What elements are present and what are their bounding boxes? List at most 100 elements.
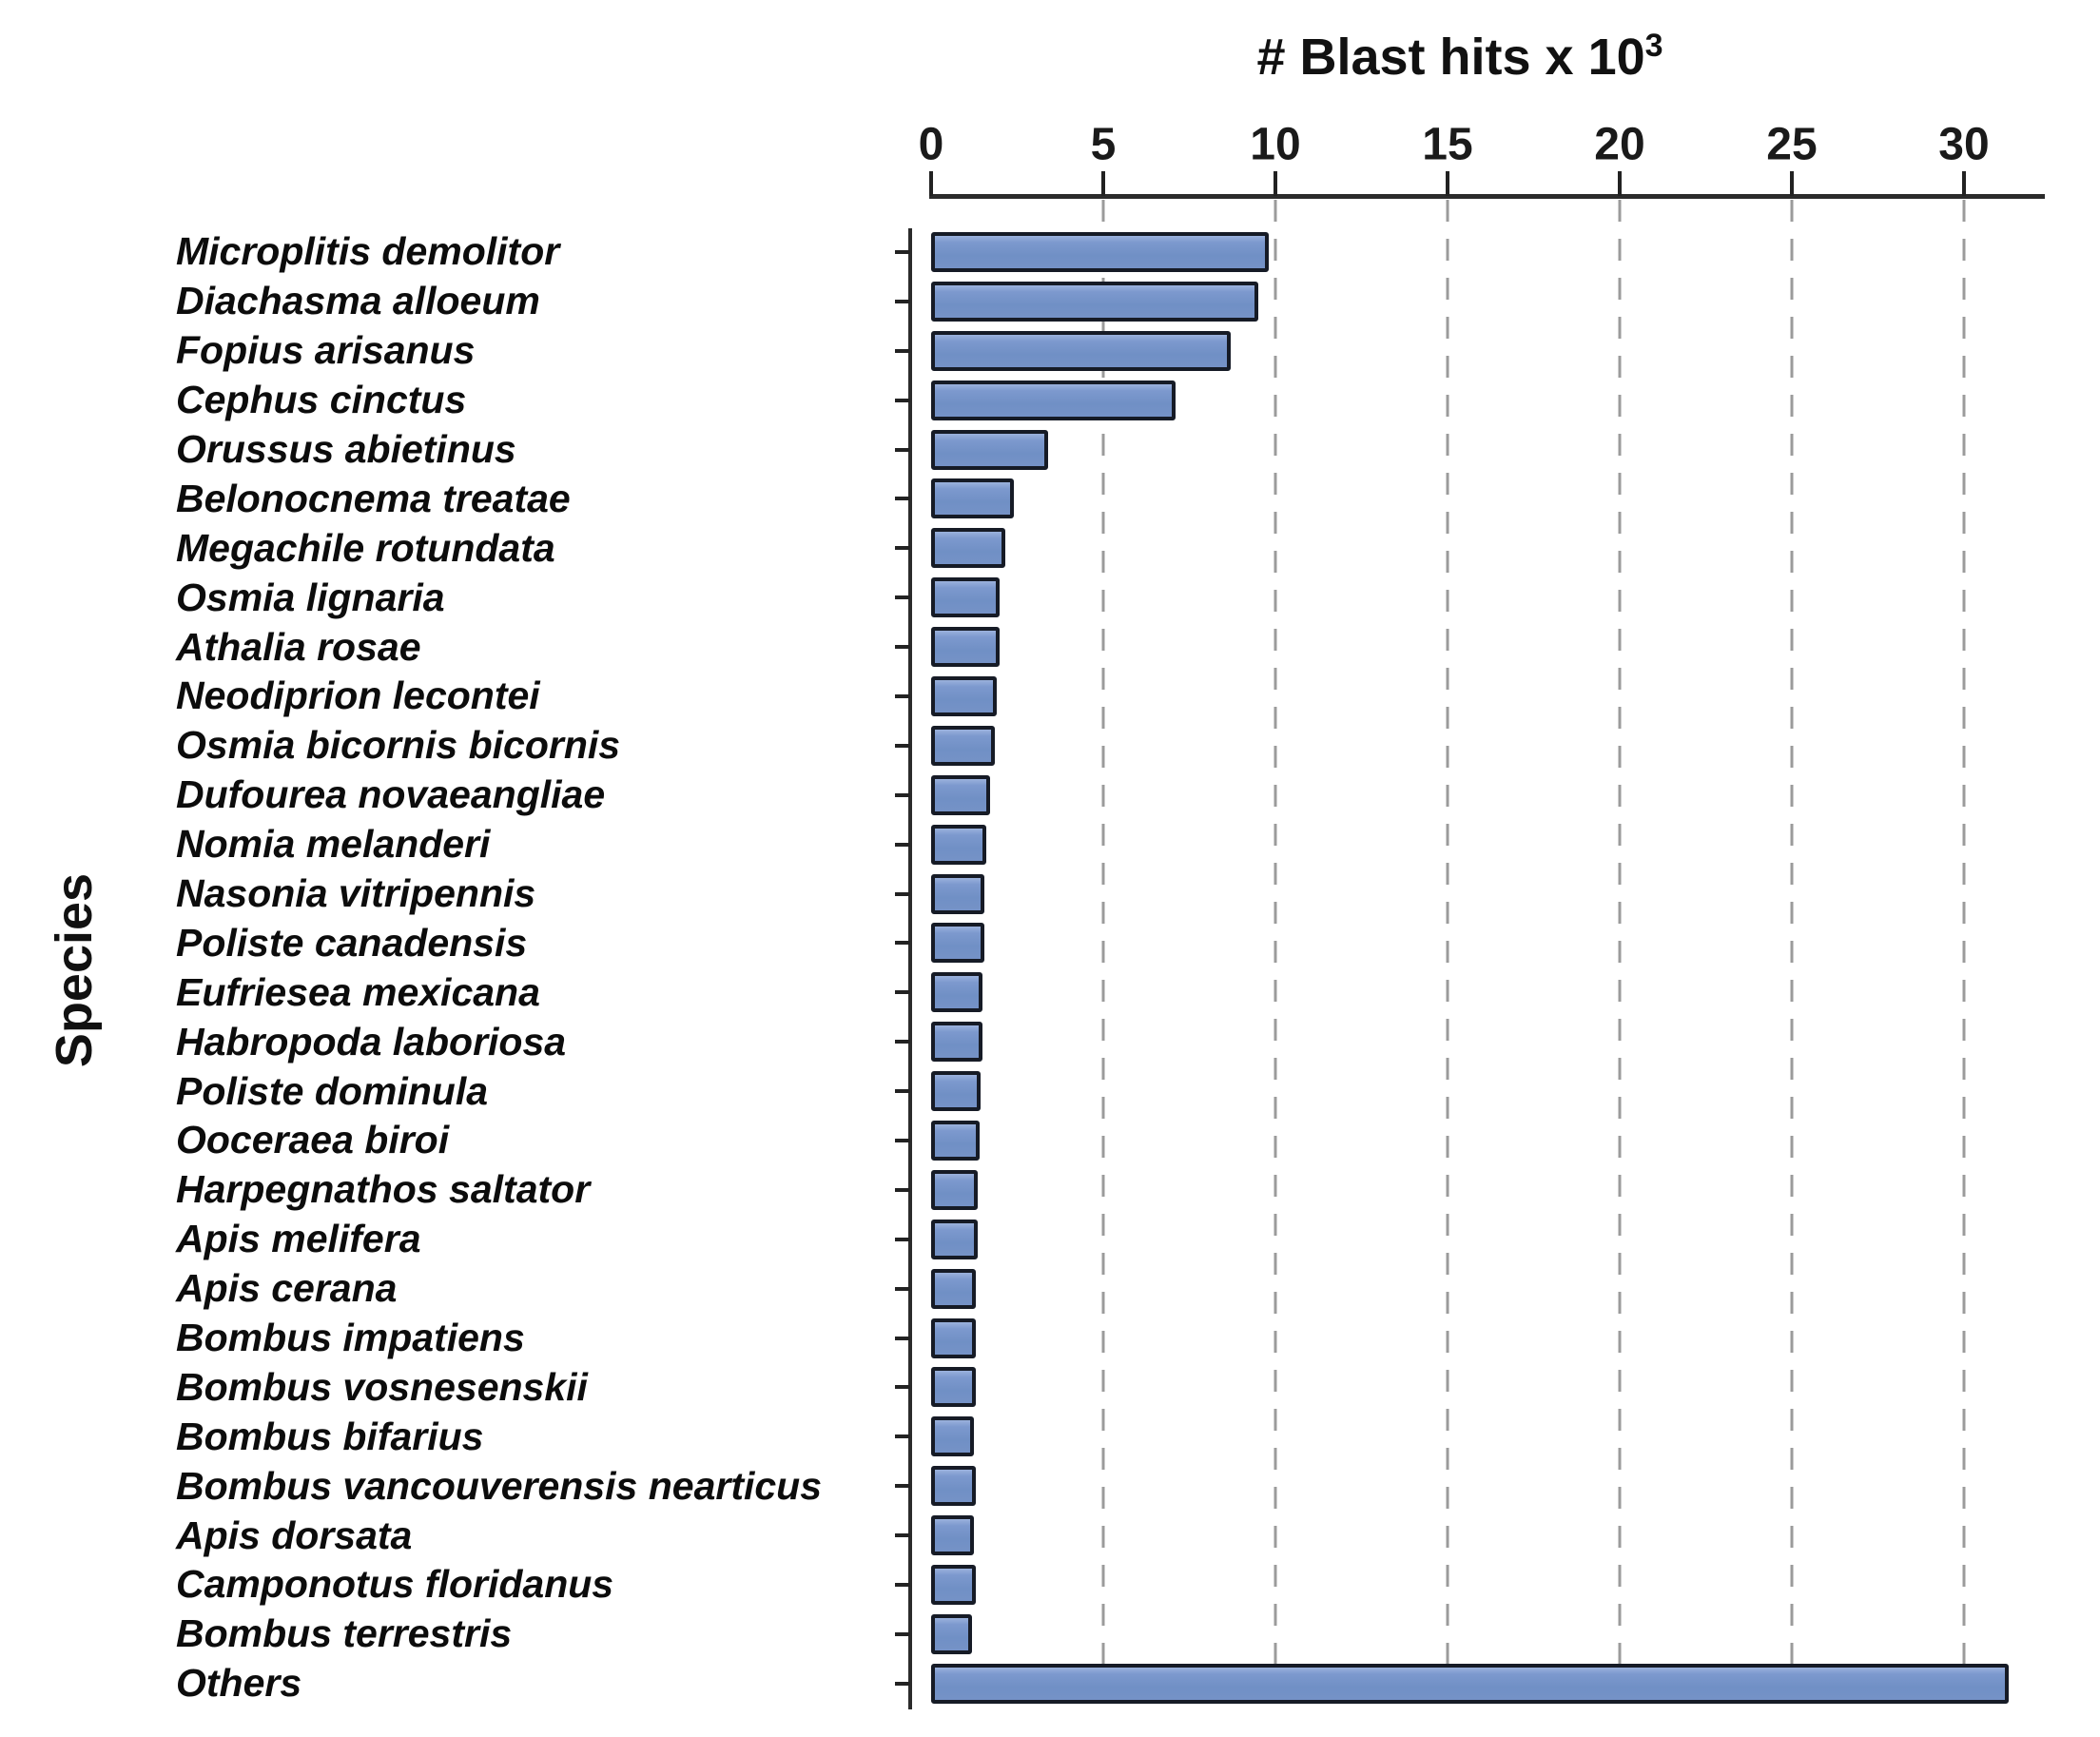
bar: [931, 1515, 975, 1556]
species-label: Harpegnathos saltator: [176, 1167, 591, 1212]
y-tick-mark: [895, 1582, 910, 1587]
y-tick-mark: [895, 398, 910, 402]
bar-row: [895, 523, 2045, 573]
gridline: [1274, 200, 1277, 1709]
y-tick-mark: [895, 1484, 910, 1489]
bar: [931, 1367, 977, 1408]
species-label: Habropoda laboriosa: [176, 1019, 567, 1064]
species-label: Neodiprion lecontei: [176, 673, 540, 718]
gridline: [1101, 200, 1105, 1709]
bar: [931, 577, 1001, 618]
species-label: Bombus bifarius: [176, 1414, 484, 1458]
x-tick-label: 5: [1090, 119, 1117, 170]
species-label: Bombus vosnesenskii: [176, 1364, 588, 1409]
species-label: Athalia rosae: [176, 624, 421, 669]
y-tick-mark: [895, 1631, 910, 1636]
bar: [931, 1663, 2010, 1704]
y-axis-line: [908, 228, 912, 1709]
y-tick-mark: [895, 842, 910, 847]
bar: [931, 231, 1269, 272]
bar: [931, 1120, 980, 1161]
bar-row: [895, 326, 2045, 376]
x-tick-mark: [1618, 171, 1622, 196]
bar: [931, 528, 1005, 569]
chart-title-exponent: 3: [1644, 28, 1663, 64]
y-axis-title: Species: [46, 872, 103, 1068]
y-tick-mark: [895, 645, 910, 650]
x-tick-label: 25: [1766, 119, 1818, 170]
y-tick-mark: [895, 1434, 910, 1439]
bar-row: [895, 1511, 2045, 1560]
species-label: Eufriesea mexicana: [176, 969, 540, 1014]
bar-row: [895, 869, 2045, 919]
bar-row: [895, 1165, 2045, 1215]
gridline: [1962, 200, 1966, 1709]
y-tick-mark: [895, 1187, 910, 1192]
bar: [931, 725, 995, 766]
y-tick-mark: [895, 1237, 910, 1241]
bar-row: [895, 1215, 2045, 1264]
bar-row: [895, 1610, 2045, 1659]
species-label: Apis melifera: [176, 1217, 421, 1261]
bar-row: [895, 1659, 2045, 1708]
species-label: Ooceraea biroi: [176, 1118, 450, 1162]
bar: [931, 972, 983, 1013]
x-axis-line: [929, 194, 2045, 199]
bar-row: [895, 1066, 2045, 1116]
species-label: Cephus cinctus: [176, 378, 467, 422]
y-tick-mark: [895, 249, 910, 254]
bar: [931, 675, 997, 716]
bar: [931, 429, 1049, 470]
species-label: Belonocnema treatae: [176, 476, 571, 520]
y-tick-mark: [895, 990, 910, 995]
x-tick-mark: [1274, 171, 1277, 196]
bars-area: [895, 227, 2045, 1708]
bar: [931, 1613, 973, 1654]
bar: [931, 923, 985, 964]
species-label: Nomia melanderi: [176, 822, 491, 867]
bar-row: [895, 1314, 2045, 1363]
x-tick-mark: [929, 171, 933, 196]
bar: [931, 1219, 978, 1259]
y-tick-mark: [895, 1533, 910, 1538]
x-tick-mark: [1790, 171, 1794, 196]
bar-row: [895, 820, 2045, 869]
bar-row: [895, 425, 2045, 475]
y-tick-mark: [895, 348, 910, 353]
species-label: Microplitis demolitor: [176, 229, 560, 274]
bar: [931, 1317, 977, 1358]
y-tick-mark: [895, 891, 910, 896]
y-tick-mark: [895, 1089, 910, 1094]
bar: [931, 1169, 978, 1210]
y-tick-mark: [895, 595, 910, 600]
bar-row: [895, 573, 2045, 622]
bar-row: [895, 227, 2045, 277]
bar-row: [895, 1116, 2045, 1165]
chart-title-text: # Blast hits x 10: [1256, 29, 1645, 86]
bar: [931, 1416, 975, 1457]
bar-row: [895, 967, 2045, 1017]
gridline: [1446, 200, 1449, 1709]
y-tick-mark: [895, 693, 910, 698]
bar-row: [895, 1412, 2045, 1461]
species-label: Camponotus floridanus: [176, 1562, 614, 1607]
species-label: Osmia bicornis bicornis: [176, 723, 621, 768]
species-label: Apis cerana: [176, 1266, 398, 1311]
bar: [931, 1071, 982, 1112]
y-tick-mark: [895, 1138, 910, 1142]
bar-row: [895, 277, 2045, 326]
y-tick-mark: [895, 1040, 910, 1044]
y-tick-mark: [895, 497, 910, 501]
gridline: [1790, 200, 1794, 1709]
bar-row: [895, 672, 2045, 721]
x-tick-label: 10: [1250, 119, 1301, 170]
species-label: Osmia lignaria: [176, 575, 445, 619]
bar: [931, 330, 1231, 371]
species-label: Poliste dominula: [176, 1068, 489, 1113]
y-tick-mark: [895, 546, 910, 551]
species-label: Nasonia vitripennis: [176, 871, 536, 916]
species-label: Dufourea novaeangliae: [176, 772, 606, 817]
x-tick-mark: [1101, 171, 1105, 196]
gridline: [1618, 200, 1622, 1709]
x-tick-label: 0: [918, 119, 944, 170]
